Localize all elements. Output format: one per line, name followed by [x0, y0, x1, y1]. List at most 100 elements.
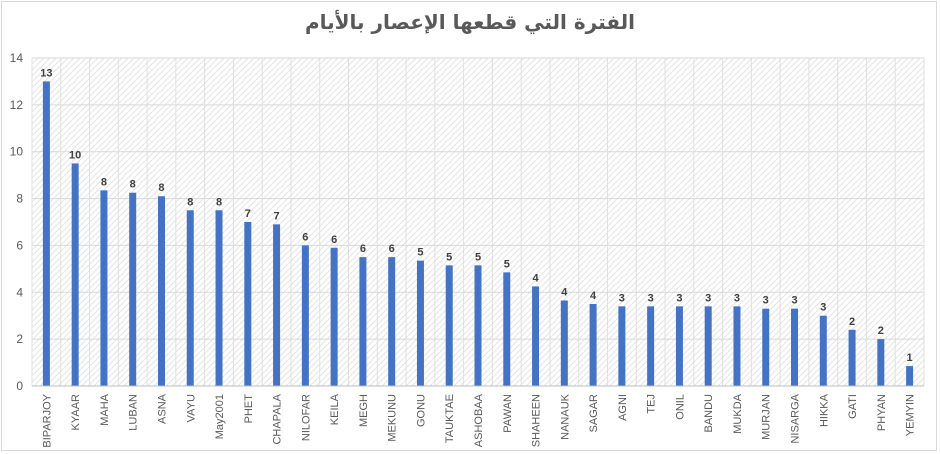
data-label: 7: [274, 210, 280, 222]
data-label: 3: [676, 292, 682, 304]
data-label: 6: [360, 243, 366, 255]
data-label: 5: [504, 258, 510, 270]
data-label: 3: [820, 302, 826, 314]
x-tick-label: NANAUK: [559, 393, 571, 440]
x-tick-label: NILOFAR: [300, 394, 312, 441]
x-tick-label: PHET: [243, 394, 255, 424]
data-label: 6: [389, 243, 395, 255]
bar: [848, 329, 856, 386]
data-label: 10: [69, 149, 81, 161]
data-label: 4: [532, 272, 539, 284]
bar: [791, 308, 799, 386]
bar: [647, 306, 655, 386]
bar: [532, 286, 540, 386]
x-tick-label: MAHA: [99, 393, 111, 425]
x-tick-label: KYAAR: [70, 394, 82, 431]
bar: [445, 265, 453, 386]
data-label: 8: [216, 196, 222, 208]
x-tick-label: YEMYIN: [905, 394, 917, 436]
data-label: 2: [878, 325, 884, 337]
data-label: 1: [907, 352, 913, 364]
y-tick-label: 4: [16, 285, 23, 299]
x-tick-label: AGNI: [617, 394, 629, 421]
bar: [186, 210, 194, 386]
data-label: 8: [101, 176, 107, 188]
y-tick-label: 8: [16, 192, 23, 206]
bar: [819, 315, 827, 386]
data-label: 5: [446, 251, 452, 263]
bar: [100, 190, 108, 386]
x-tick-label: TEJ: [646, 394, 658, 414]
bar: [733, 306, 741, 386]
data-label: 13: [40, 67, 52, 79]
x-tick-label: ASHOBAA: [473, 393, 485, 447]
x-tick-label: SAGAR: [588, 394, 600, 433]
y-tick-label: 10: [10, 145, 24, 159]
data-label: 2: [849, 316, 855, 328]
x-tick-label: ONIL: [674, 394, 686, 420]
bar: [273, 224, 281, 386]
bar: [215, 210, 223, 386]
bar: [388, 257, 396, 386]
bar: [503, 272, 511, 386]
bar: [906, 366, 914, 386]
data-label: 3: [734, 292, 740, 304]
bar: [129, 192, 137, 386]
bar: [560, 300, 568, 386]
x-tick-label: VAYU: [185, 394, 197, 422]
bar: [762, 308, 770, 386]
x-tick-label: BIPARJOY: [41, 393, 53, 447]
data-label: 3: [648, 292, 654, 304]
data-label: 3: [791, 295, 797, 307]
bar: [618, 306, 626, 386]
x-tick-label: KEILA: [329, 393, 341, 425]
data-label: 4: [561, 286, 568, 298]
data-label: 4: [590, 290, 597, 302]
y-tick-label: 12: [10, 98, 24, 112]
data-label: 8: [158, 182, 164, 194]
bar: [301, 245, 309, 386]
data-label: 6: [331, 234, 337, 246]
x-tick-label: GATI: [847, 394, 859, 419]
x-tick-label: CHAPALA: [272, 393, 284, 444]
x-tick-label: ASNA: [156, 393, 168, 424]
x-tick-label: BANDU: [703, 394, 715, 433]
x-tick-label: NISARGA: [790, 393, 802, 443]
data-labels: 13 10 8 8 8 8 8 7 7 6 6 6 6 5 5 5 5 4 4 4 3 3 3 3 3 3 3 3 2 2 1: [40, 67, 912, 364]
x-tick-label: May2001: [214, 394, 226, 439]
x-tick-label: MUKDA: [732, 393, 744, 433]
bar: [589, 304, 597, 386]
y-tick-label: 2: [16, 332, 23, 346]
bar: [359, 257, 367, 386]
bar: [704, 306, 712, 386]
bar: [675, 306, 683, 386]
data-label: 6: [302, 231, 308, 243]
x-tick-label: MURJAN: [761, 394, 773, 440]
bar: [157, 196, 165, 386]
bar: [330, 247, 338, 386]
bar: [244, 222, 252, 386]
x-axis: BIPARJOY KYAAR MAHA LUBAN ASNA VAYU May2001 PHE…: [32, 385, 924, 448]
x-tick-label: MEKUNU: [387, 394, 399, 442]
x-tick-label: SHAHEEN: [531, 394, 543, 447]
bar: [42, 81, 50, 386]
chart-title: الفترة التي قطعها الإعصار بالأيام: [304, 10, 636, 34]
x-tick-label: HIKKA: [818, 393, 830, 427]
data-label: 8: [187, 196, 193, 208]
x-tick-label: PHYAN: [876, 394, 888, 431]
bar: [877, 339, 885, 386]
data-label: 3: [763, 295, 769, 307]
x-tick-label: PAWAN: [502, 394, 514, 433]
y-axis: 0 2 4 6 8 10 12 14: [10, 51, 24, 393]
x-tick-label: GONU: [415, 394, 427, 427]
data-label: 5: [475, 251, 481, 263]
y-tick-label: 6: [16, 238, 23, 252]
data-label: 5: [417, 247, 423, 259]
x-tick-label: TAUKTAE: [444, 394, 456, 443]
y-tick-label: 0: [16, 379, 23, 393]
data-label: 8: [130, 179, 136, 191]
data-label: 7: [245, 208, 251, 220]
data-label: 3: [619, 292, 625, 304]
bars: [42, 81, 914, 386]
